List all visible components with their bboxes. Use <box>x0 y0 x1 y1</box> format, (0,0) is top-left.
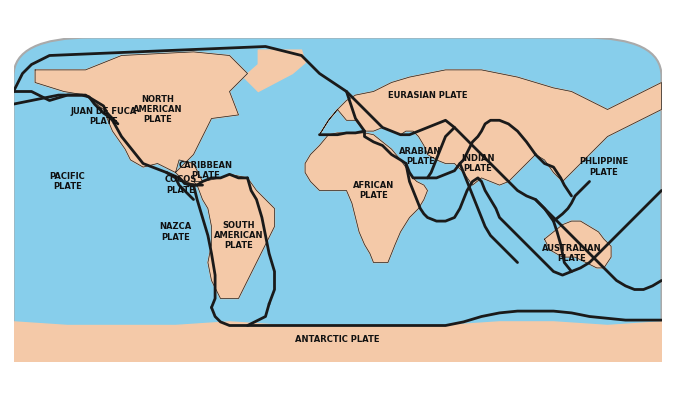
Text: COCOS
PLATE: COCOS PLATE <box>165 176 197 195</box>
Polygon shape <box>14 322 662 361</box>
Polygon shape <box>545 221 611 268</box>
Text: CARIBBEAN
PLATE: CARIBBEAN PLATE <box>179 161 233 180</box>
Text: ANTARCTIC PLATE: ANTARCTIC PLATE <box>295 336 380 344</box>
Text: EURASIAN PLATE: EURASIAN PLATE <box>387 91 467 100</box>
Text: JUAN DE FUCA
PLATE: JUAN DE FUCA PLATE <box>70 107 136 126</box>
Text: PHLIPPINE
PLATE: PHLIPPINE PLATE <box>579 157 628 177</box>
Text: SOUTH
AMERICAN
PLATE: SOUTH AMERICAN PLATE <box>214 221 263 251</box>
Text: AUSTRALIAN
PLATE: AUSTRALIAN PLATE <box>541 244 601 263</box>
Text: INDIAN
PLATE: INDIAN PLATE <box>461 154 495 173</box>
Text: AFRICAN
PLATE: AFRICAN PLATE <box>353 181 394 200</box>
Polygon shape <box>305 133 427 263</box>
Text: ARABIAN
PLATE: ARABIAN PLATE <box>399 146 441 166</box>
Text: NAZCA
PLATE: NAZCA PLATE <box>159 222 192 242</box>
Polygon shape <box>319 70 662 185</box>
FancyBboxPatch shape <box>14 38 662 361</box>
Text: PACIFIC
PLATE: PACIFIC PLATE <box>50 172 85 191</box>
Text: NORTH
AMERICAN
PLATE: NORTH AMERICAN PLATE <box>133 95 182 124</box>
Polygon shape <box>194 174 275 298</box>
Polygon shape <box>35 52 248 185</box>
Polygon shape <box>244 50 305 91</box>
